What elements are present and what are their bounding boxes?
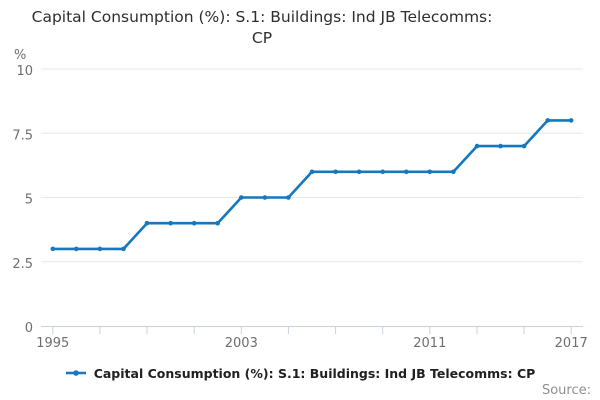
plot-area: 0 2.5 5 7.5 10% 1995 2003 2011 2017 — [12, 48, 588, 351]
data-point[interactable] — [333, 169, 338, 175]
data-point[interactable] — [451, 169, 456, 175]
data-point[interactable] — [286, 195, 291, 200]
data-point[interactable] — [309, 169, 315, 175]
data-point[interactable] — [50, 246, 56, 252]
data-point[interactable] — [97, 246, 103, 252]
y-axis-tick-label: 2.5 — [12, 257, 33, 272]
chart-title: Capital Consumption (%): S.1: Buildings:… — [0, 7, 524, 48]
data-point[interactable] — [262, 195, 268, 200]
y-axis-tick-label: 0 — [25, 321, 33, 336]
data-point[interactable] — [404, 169, 409, 175]
chart-title-line1: Capital Consumption (%): S.1: Buildings:… — [31, 8, 493, 26]
x-axis-tick-label: 2003 — [225, 336, 258, 351]
data-point[interactable] — [568, 118, 574, 123]
x-axis-tick-label: 2011 — [413, 336, 446, 351]
data-point[interactable] — [191, 220, 197, 226]
data-point[interactable] — [215, 220, 220, 226]
y-axis-unit-label: % — [14, 48, 26, 63]
y-axis-tick-label: 10 — [16, 64, 33, 79]
data-point[interactable] — [427, 169, 433, 175]
legend[interactable]: Capital Consumption (%): S.1: Buildings:… — [0, 364, 600, 382]
x-axis-tick-label: 2017 — [555, 336, 588, 351]
y-axis-tick-label: 5 — [25, 193, 33, 208]
data-point[interactable] — [356, 169, 362, 175]
data-point[interactable] — [168, 220, 173, 226]
legend-label: Capital Consumption (%): S.1: Buildings:… — [93, 365, 536, 381]
chart-title-line2: CP — [251, 28, 273, 47]
source-label: Source: — [541, 383, 591, 398]
data-point[interactable] — [545, 118, 550, 123]
data-point[interactable] — [74, 246, 79, 252]
legend-line-marker-icon — [65, 370, 86, 376]
y-axis-tick-label: 7.5 — [12, 128, 33, 143]
x-axis-tick-label: 1995 — [36, 336, 69, 351]
data-point[interactable] — [474, 143, 480, 149]
data-point[interactable] — [144, 220, 150, 226]
data-point[interactable] — [380, 169, 386, 175]
data-point[interactable] — [498, 143, 503, 149]
series-line — [51, 119, 573, 251]
data-point[interactable] — [239, 195, 244, 200]
data-point[interactable] — [521, 143, 527, 149]
data-point[interactable] — [121, 246, 126, 252]
